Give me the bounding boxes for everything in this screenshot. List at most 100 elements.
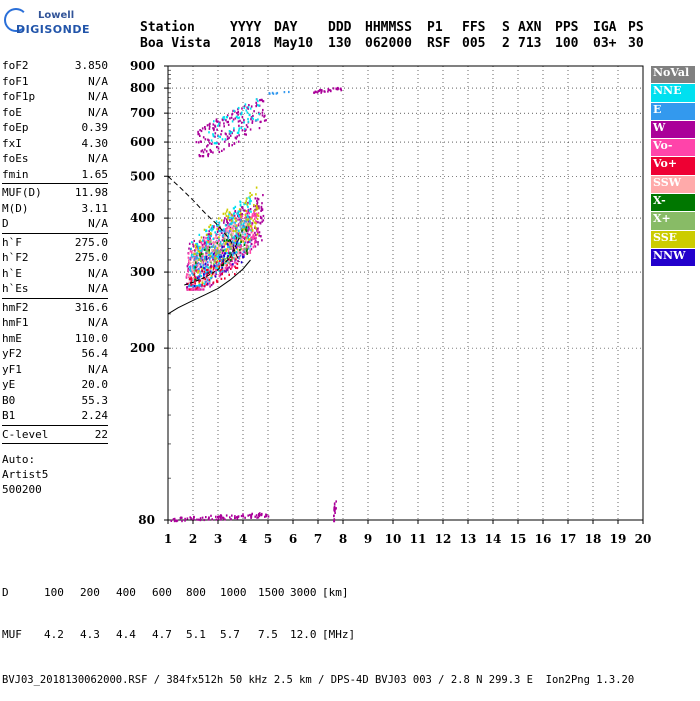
echo-point — [238, 127, 241, 130]
muf-value: 7.5 — [258, 628, 278, 641]
echo-point — [200, 274, 202, 278]
echo-point — [196, 251, 198, 254]
echo-point — [208, 139, 210, 142]
echo-point — [219, 272, 221, 275]
echo-point — [223, 269, 226, 272]
echo-point — [247, 216, 249, 219]
legend-item: SSW — [651, 175, 695, 195]
echo-point — [192, 243, 194, 246]
echo-point — [256, 199, 258, 203]
echo-point — [245, 244, 248, 247]
echo-point — [233, 250, 236, 253]
echo-point — [191, 253, 194, 256]
echo-point — [257, 207, 259, 210]
echo-point — [227, 250, 230, 253]
echo-point — [214, 257, 216, 260]
echo-point — [223, 241, 226, 244]
echo-point — [218, 150, 221, 154]
echo-point — [170, 519, 173, 522]
echo-point — [241, 214, 244, 218]
echo-point — [242, 513, 244, 516]
echo-point — [198, 281, 201, 284]
echo-point — [257, 212, 260, 215]
echo-point — [237, 218, 239, 221]
echo-point — [199, 273, 201, 276]
legend-item: NoVal — [651, 66, 695, 85]
echo-point — [212, 243, 215, 246]
echo-point — [187, 269, 189, 272]
echo-point — [228, 266, 230, 269]
echo-point — [201, 280, 204, 283]
echo-point — [223, 258, 226, 261]
echo-point — [250, 118, 252, 121]
echo-point — [246, 234, 248, 237]
echo-point — [217, 252, 220, 255]
echo-point — [233, 257, 236, 260]
echo-point — [203, 244, 206, 247]
echo-point — [227, 215, 230, 218]
echo-point — [198, 518, 200, 521]
echo-point — [238, 214, 240, 218]
echo-point — [254, 209, 256, 212]
echo-point — [223, 251, 225, 254]
echo-point — [190, 276, 192, 279]
echo-point — [250, 217, 252, 220]
echo-point — [253, 221, 256, 224]
echo-point — [199, 134, 201, 137]
echo-point — [245, 239, 247, 242]
echo-point — [210, 265, 213, 268]
echo-point — [210, 260, 212, 263]
echo-point — [225, 214, 228, 217]
echo-point — [237, 117, 239, 120]
echo-point — [197, 254, 200, 257]
echo-point — [234, 205, 237, 208]
echo-point — [236, 517, 239, 520]
echo-point — [176, 519, 179, 522]
echo-point — [228, 273, 230, 276]
echo-point — [204, 253, 207, 256]
echo-point — [225, 218, 228, 221]
echo-point — [333, 502, 336, 505]
echo-point — [235, 246, 238, 249]
echo-point — [215, 220, 218, 223]
echo-point — [215, 265, 217, 268]
param-name: yF1 — [2, 362, 22, 376]
echo-point — [249, 198, 251, 201]
echo-point — [229, 132, 232, 135]
echo-point — [206, 145, 208, 148]
echo-point — [192, 518, 194, 521]
param-row: foF2 3.850 — [2, 58, 108, 74]
echo-point — [212, 265, 214, 268]
echo-point — [321, 89, 323, 92]
chart-curves — [167, 175, 251, 315]
echo-point — [188, 275, 190, 278]
header-label: IGA — [593, 20, 617, 35]
echo-point — [252, 219, 254, 222]
echo-point — [191, 241, 193, 244]
echo-point — [226, 208, 229, 211]
header-label: P1 — [427, 20, 443, 35]
echo-point — [327, 90, 329, 93]
echo-point — [192, 256, 194, 259]
echo-point — [208, 282, 211, 285]
ionogram-chart: 1 2 3 4 5 6 7 8 9 10 11 12 13 14 15 16 17 18 19 20802003004… — [130, 59, 651, 546]
echo-point — [247, 240, 250, 243]
echo-point — [246, 203, 249, 206]
echo-point — [254, 197, 257, 200]
distance-value: 1500 — [258, 586, 285, 599]
echo-point — [233, 129, 235, 132]
echo-point — [209, 236, 211, 239]
echo-point — [210, 271, 213, 274]
echo-point — [198, 154, 201, 157]
echo-point — [333, 505, 336, 508]
echo-point — [188, 262, 190, 265]
echo-point — [201, 281, 204, 284]
muf-value: 4.2 — [44, 628, 64, 641]
echo-point — [206, 273, 208, 276]
echo-point — [223, 260, 226, 263]
param-value: 55.3 — [81, 393, 109, 407]
legend-item: Vo- — [651, 139, 695, 158]
echo-point — [221, 266, 224, 269]
echo-point — [191, 268, 194, 271]
echo-point — [197, 271, 199, 274]
